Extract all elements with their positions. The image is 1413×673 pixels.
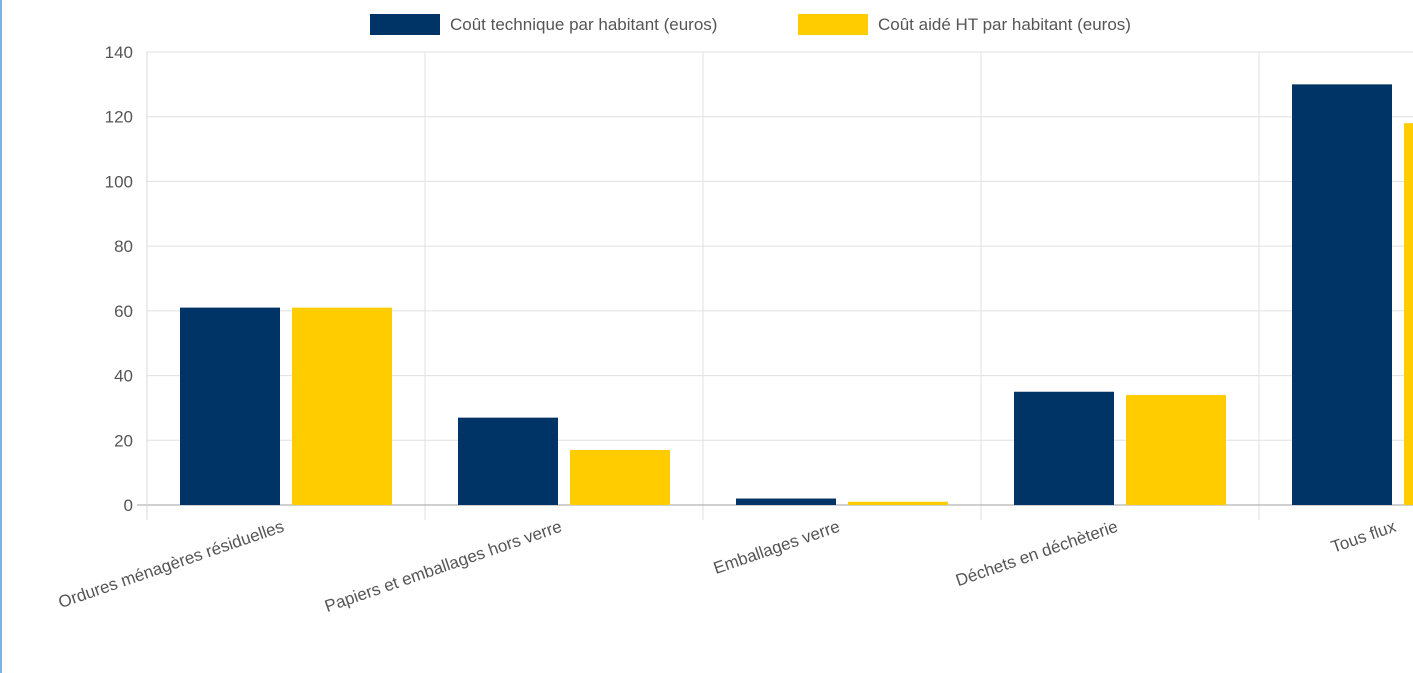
legend[interactable]: Coût technique par habitant (euros) Coût … — [370, 14, 1131, 35]
legend-swatch — [370, 14, 440, 35]
x-category-label: Emballages verre — [711, 517, 842, 578]
legend-item-1[interactable]: Coût aidé HT par habitant (euros) — [798, 14, 1131, 35]
legend-label: Coût technique par habitant (euros) — [450, 15, 717, 34]
x-category-label: Ordures ménagères résiduelles — [56, 517, 286, 612]
bar-cout-aide-1[interactable] — [570, 449, 670, 505]
legend-label: Coût aidé HT par habitant (euros) — [878, 15, 1131, 34]
y-tick-label: 20 — [114, 431, 133, 450]
bar-cout-technique-1[interactable] — [458, 417, 558, 505]
x-category-label: Papiers et emballages hors verre — [322, 517, 564, 616]
legend-item-0[interactable]: Coût technique par habitant (euros) — [370, 14, 717, 35]
bar-cout-aide-3[interactable] — [1126, 394, 1226, 505]
y-tick-label: 40 — [114, 367, 133, 386]
bar-cout-aide-2[interactable] — [848, 501, 948, 505]
bar-cout-technique-0[interactable] — [180, 307, 280, 505]
bar-cout-technique-2[interactable] — [736, 498, 836, 505]
x-category-label: Tous flux — [1329, 517, 1399, 557]
y-tick-label: 60 — [114, 302, 133, 321]
bar-cout-aide-0[interactable] — [292, 307, 392, 505]
x-category-label: Déchets en déchèterie — [953, 517, 1120, 590]
y-tick-label: 0 — [124, 496, 133, 515]
bar-cout-aide-4[interactable] — [1404, 123, 1413, 505]
y-tick-label: 140 — [105, 43, 133, 62]
bars — [180, 84, 1413, 505]
y-tick-label: 120 — [105, 108, 133, 127]
bar-cout-technique-4[interactable] — [1292, 84, 1392, 505]
y-tick-label: 80 — [114, 237, 133, 256]
bar-cout-technique-3[interactable] — [1014, 391, 1114, 505]
legend-swatch — [798, 14, 868, 35]
y-tick-label: 100 — [105, 172, 133, 191]
